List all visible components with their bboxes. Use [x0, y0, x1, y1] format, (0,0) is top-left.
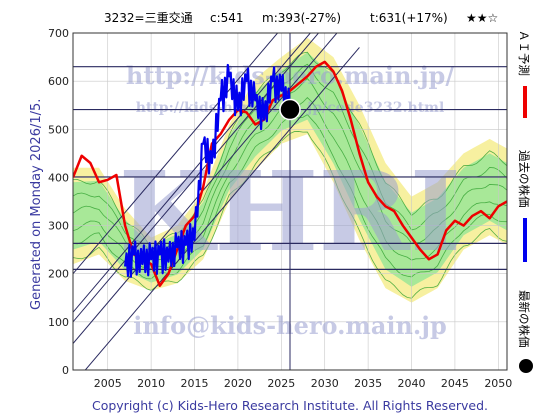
legend-swatch-past [523, 218, 527, 262]
x-tick-label: 2035 [354, 377, 382, 390]
series-layer [73, 33, 507, 370]
legend-swatch-latest [519, 359, 533, 373]
legend: ＡＩ予測 過去の株価 最新の株価 [517, 30, 533, 373]
band-inner [73, 52, 507, 287]
x-tick-label: 2045 [441, 377, 469, 390]
latest-price-point [279, 98, 301, 121]
trend-line [84, 47, 360, 370]
copyright-text: Copyright (c) Kids-Hero Research Institu… [92, 398, 488, 413]
y-tick-label: 600 [48, 75, 69, 88]
y-tick-label: 700 [48, 27, 69, 40]
legend-label-ai: ＡＩ予測 [517, 30, 531, 76]
generated-date-label: Generated on Monday 2026/1/5. [29, 99, 44, 310]
chart-header: 3232=三重交通 c:541 m:393(-27%) t:631(+17%) … [104, 10, 498, 25]
header-min-price: m:393(-27%) [262, 11, 341, 25]
trend-line [73, 33, 279, 275]
x-tick-label: 2030 [311, 377, 339, 390]
trend-line [73, 33, 338, 344]
y-tick-label: 500 [48, 123, 69, 136]
header-current-price: c:541 [210, 11, 244, 25]
legend-item-ai: ＡＩ予測 [517, 30, 531, 118]
y-tick-label: 200 [48, 268, 69, 281]
y-tick-label: 300 [48, 220, 69, 233]
legend-item-latest: 最新の株価 [517, 290, 533, 373]
y-tick-label: 0 [62, 364, 69, 377]
legend-item-past: 過去の株価 [517, 150, 531, 262]
x-tick-label: 2025 [267, 377, 295, 390]
x-tick-label: 2005 [94, 377, 122, 390]
trend-line [73, 33, 320, 323]
x-tick-label: 2020 [224, 377, 252, 390]
legend-label-latest: 最新の株価 [517, 290, 531, 348]
x-tick-label: 2015 [181, 377, 209, 390]
plot-frame [72, 32, 508, 371]
header-target-price: t:631(+17%) [370, 11, 448, 25]
legend-swatch-ai [523, 86, 527, 118]
x-tick-label: 2010 [137, 377, 165, 390]
series-past-price [123, 63, 292, 278]
axis-layer: 2005 2010 2015 2020 2025 2030 2035 2040 2045 2050… [48, 27, 512, 390]
y-tick-label: 100 [48, 316, 69, 329]
y-tick-label: 400 [48, 171, 69, 184]
x-tick-label: 2050 [484, 377, 512, 390]
header-code-name: 3232=三重交通 [104, 10, 193, 25]
x-tick-label: 2040 [398, 377, 426, 390]
legend-label-past: 過去の株価 [517, 150, 531, 208]
header-rating-stars: ★★☆ [466, 11, 498, 25]
